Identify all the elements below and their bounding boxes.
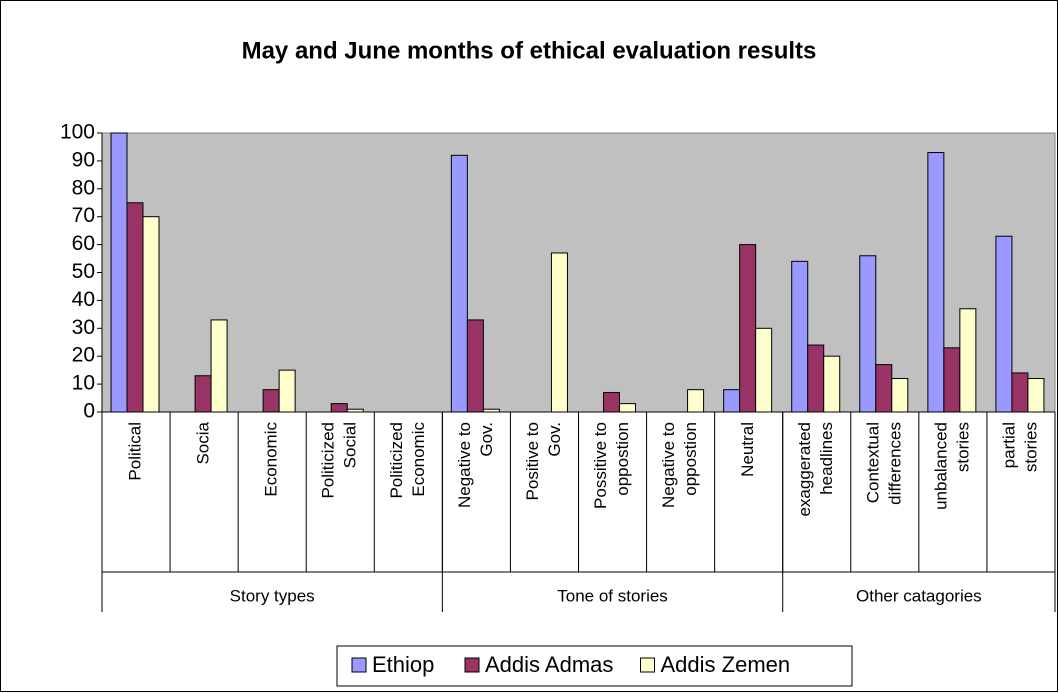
bar <box>466 319 484 413</box>
y-tick-label: 0 <box>83 400 95 423</box>
group-label: Tone of stories <box>557 586 668 605</box>
x-tick-label: Gov. <box>477 422 496 457</box>
bar <box>450 154 468 413</box>
y-tick-label: 70 <box>72 204 95 227</box>
y-tick-label: 80 <box>72 176 95 199</box>
bar <box>875 364 893 413</box>
bar <box>330 403 348 413</box>
legend-label: Addis Admas <box>485 652 613 677</box>
x-tick-label: differences <box>885 422 904 505</box>
bar <box>194 375 212 413</box>
y-tick-label: 30 <box>72 316 95 339</box>
x-tick-label: Possitive to <box>591 422 610 509</box>
bar <box>1011 372 1029 413</box>
x-tick-label: Political <box>126 422 145 481</box>
bar <box>603 391 620 413</box>
x-tick-label: Gov. <box>545 422 564 457</box>
bar <box>791 260 809 413</box>
x-tick-label: Neutral <box>738 422 757 477</box>
x-tick-label: Socia <box>194 421 213 464</box>
legend-box <box>336 645 853 687</box>
plot-area <box>101 132 1056 413</box>
x-tick-label: oppostion <box>613 422 632 496</box>
x-tick-label: partial <box>999 422 1018 468</box>
bar <box>278 369 296 413</box>
x-tick-label: stories <box>953 422 972 472</box>
bar <box>482 408 500 413</box>
x-tick-label: Economic <box>409 422 428 497</box>
x-tick-label: exaggerated <box>795 422 814 517</box>
bar <box>723 389 741 413</box>
legend-swatch <box>351 657 367 673</box>
bar <box>346 408 364 413</box>
x-tick-label: Positive to <box>523 422 542 500</box>
legend-swatch <box>464 657 480 673</box>
chart-title: May and June months of ethical evaluatio… <box>242 37 817 64</box>
y-tick-label: 10 <box>72 372 95 395</box>
bar <box>995 235 1013 413</box>
bar <box>110 132 128 413</box>
x-tick-label: headlines <box>817 422 836 495</box>
x-tick-label: Economic <box>262 422 281 497</box>
y-tick-label: 50 <box>72 260 95 283</box>
bar <box>891 378 909 413</box>
x-tick-label: Negative to <box>455 422 474 508</box>
x-tick-label: Politicized <box>319 422 338 499</box>
bar <box>943 347 961 413</box>
group-label: Other catagories <box>856 586 982 605</box>
x-tick-label: oppostion <box>681 422 700 496</box>
x-tick-label: Politicized <box>387 422 406 499</box>
y-tick-label: 60 <box>72 232 95 255</box>
bar <box>619 403 636 413</box>
bar <box>755 327 773 413</box>
bar <box>142 216 160 413</box>
y-tick-label: 90 <box>72 148 95 171</box>
y-tick-label: 100 <box>60 121 95 144</box>
bar <box>959 308 977 413</box>
bar <box>550 252 568 413</box>
bar <box>262 389 280 413</box>
legend-swatch <box>640 657 655 673</box>
legend-label: Ethiop <box>372 652 434 677</box>
bar <box>210 319 228 413</box>
x-tick-label: Social <box>341 422 360 468</box>
x-tick-label: Contextual <box>863 422 882 503</box>
bar <box>739 244 757 413</box>
bar <box>687 389 705 413</box>
bar <box>807 344 825 413</box>
x-tick-label: unbalanced <box>931 422 950 510</box>
bar <box>1027 378 1045 413</box>
y-tick-label: 20 <box>72 344 95 367</box>
x-tick-label: Negative to <box>659 422 678 508</box>
y-tick-label: 40 <box>72 288 95 311</box>
x-tick-label: stories <box>1021 422 1040 472</box>
bar <box>823 355 841 413</box>
legend-label: Addis Zemen <box>661 652 791 677</box>
group-label: Story types <box>230 586 315 605</box>
bar <box>126 202 144 413</box>
bar <box>927 152 945 413</box>
bar <box>859 255 877 413</box>
